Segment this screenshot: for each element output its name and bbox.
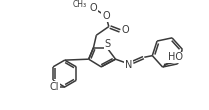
- Text: Cl: Cl: [49, 82, 59, 92]
- Text: O: O: [90, 3, 97, 13]
- Text: S: S: [105, 39, 111, 49]
- Text: N: N: [125, 60, 133, 70]
- Text: O: O: [121, 25, 129, 35]
- Text: CH₃: CH₃: [73, 0, 87, 9]
- Text: HO: HO: [168, 52, 182, 62]
- Text: O: O: [102, 11, 110, 21]
